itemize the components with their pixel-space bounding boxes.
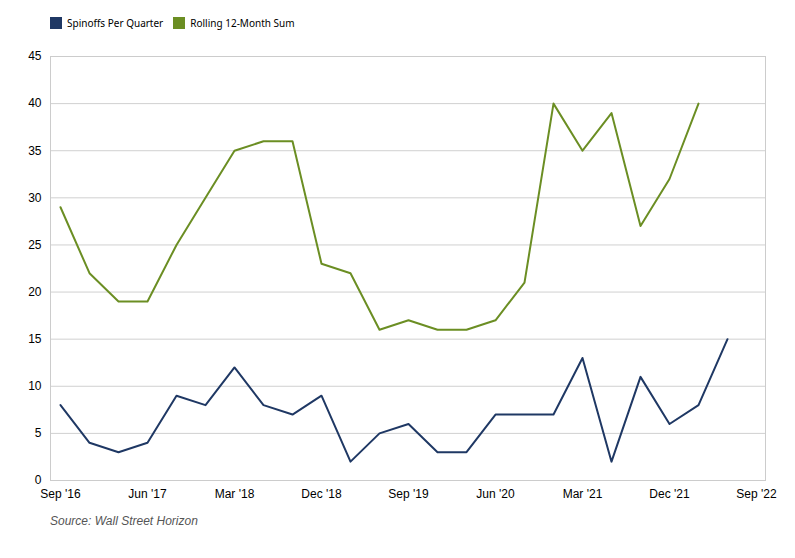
svg-text:15: 15 (28, 332, 42, 346)
svg-text:40: 40 (28, 96, 42, 110)
svg-text:45: 45 (28, 49, 42, 63)
html-text:Spinoffs Per Quarter: Spinoffs Per Quarter (67, 15, 164, 30)
svg-text:Sep '22: Sep '22 (736, 487, 777, 501)
svg-text:Dec '18: Dec '18 (301, 487, 342, 501)
svg-text:Jun '20: Jun '20 (476, 487, 515, 501)
svg-text:0: 0 (35, 473, 42, 487)
svg-text:10: 10 (28, 379, 42, 393)
svg-text:30: 30 (28, 191, 42, 205)
svg-text:20: 20 (28, 285, 42, 299)
svg-text:Dec '21: Dec '21 (649, 487, 690, 501)
svg-text:Mar '21: Mar '21 (563, 487, 603, 501)
html-text:Rolling 12-Month Sum: Rolling 12-Month Sum (190, 15, 295, 30)
svg-text:Sep '16: Sep '16 (40, 487, 81, 501)
svg-text:Mar '18: Mar '18 (215, 487, 255, 501)
svg-text:Sep '19: Sep '19 (388, 487, 429, 501)
svg-text:25: 25 (28, 238, 42, 252)
html-text:Source: Wall Street Horizon: Source: Wall Street Horizon (50, 514, 198, 528)
svg-text:5: 5 (35, 426, 42, 440)
svg-text:35: 35 (28, 144, 42, 158)
svg-text:Jun '17: Jun '17 (128, 487, 167, 501)
